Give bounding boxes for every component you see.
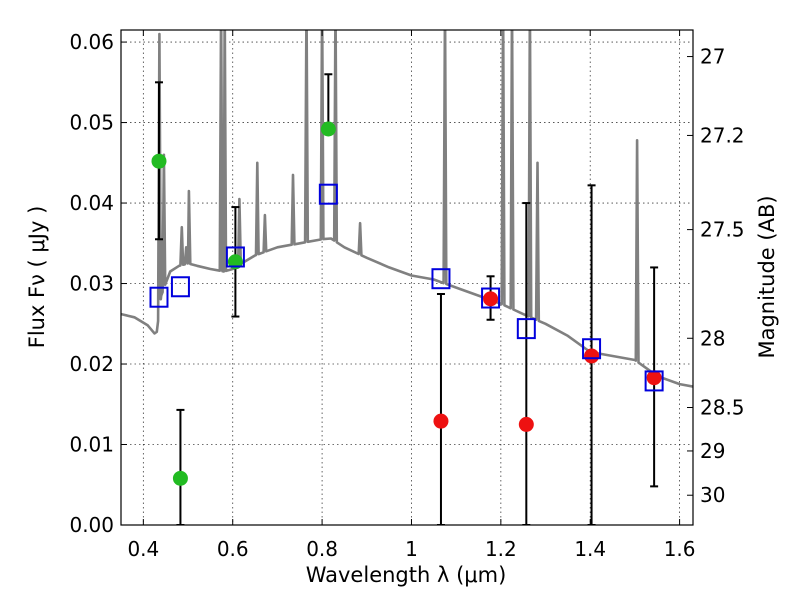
- y-tick-label: 0.05: [69, 111, 114, 135]
- data-point-circle: [646, 370, 662, 386]
- right-tick-label: 28.5: [700, 395, 745, 419]
- data-point-circle: [483, 291, 499, 307]
- data-point-circle: [433, 413, 449, 429]
- x-ticks: 0.4 0.6 0.8 1 1.2 1.4 1.6: [127, 30, 696, 561]
- data-point-circle: [584, 348, 600, 364]
- model-point-square: [318, 183, 338, 205]
- right-tick-label: 27.5: [700, 218, 745, 242]
- model-point-square: [170, 276, 190, 298]
- x-tick-label: 1.2: [485, 537, 517, 561]
- right-axis-label: Magnitude (AB): [755, 195, 779, 358]
- x-tick-label: 1: [405, 537, 418, 561]
- y-tick-label: 0.03: [69, 272, 114, 296]
- x-tick-label: 0.6: [217, 537, 249, 561]
- data-point-circle: [151, 153, 167, 169]
- model-point-square: [516, 318, 536, 340]
- model-point-square: [582, 338, 602, 360]
- y-tick-label: 0.00: [69, 513, 114, 537]
- x-tick-label: 1.6: [664, 537, 696, 561]
- right-tick-label: 28: [700, 326, 725, 350]
- right-tick-label: 30: [700, 483, 725, 507]
- data-markers: [149, 121, 664, 486]
- right-tick-label: 27: [700, 45, 725, 69]
- y-ticks: 0.00 0.01 0.02 0.03 0.04 0.05 0.06: [69, 30, 127, 537]
- data-point-circle: [320, 121, 336, 137]
- model-point-square: [644, 370, 664, 392]
- plot-frame: [120, 29, 694, 526]
- data-point-circle: [518, 416, 534, 432]
- model-spectrum: [121, 30, 693, 388]
- y-tick-label: 0.06: [69, 30, 114, 54]
- y-tick-label: 0.04: [69, 191, 114, 215]
- y-axis-label: Flux Fν ( μJy ): [25, 206, 49, 349]
- data-point-circle: [172, 470, 188, 486]
- spectrum-line: [121, 30, 693, 388]
- x-axis-label: Wavelength λ (μm): [306, 563, 507, 587]
- y-tick-label: 0.01: [69, 433, 114, 457]
- model-point-square: [481, 287, 501, 309]
- right-tick-label: 27.2: [700, 123, 745, 147]
- right-magnitude-ticks: 27 27.2 27.5 28 28.5 29 30: [687, 45, 745, 507]
- right-tick-label: 29: [700, 439, 725, 463]
- x-tick-label: 1.4: [574, 537, 606, 561]
- model-point-square: [225, 246, 245, 268]
- model-point-square: [431, 268, 451, 290]
- x-tick-label: 0.8: [306, 537, 338, 561]
- y-tick-label: 0.02: [69, 352, 114, 376]
- x-tick-label: 0.4: [127, 537, 159, 561]
- model-point-square: [149, 286, 169, 308]
